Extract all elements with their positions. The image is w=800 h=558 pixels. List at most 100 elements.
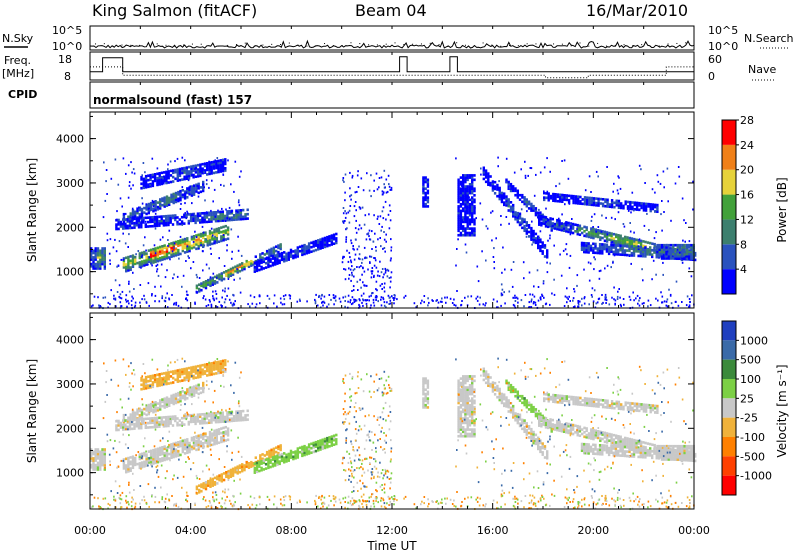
velocity-cell — [213, 430, 215, 433]
power-cell — [503, 192, 505, 195]
power-cell — [147, 264, 149, 266]
power-cell — [631, 201, 633, 204]
power-cell — [590, 263, 592, 265]
power-cell — [606, 166, 608, 168]
power-cell — [572, 232, 574, 235]
velocity-cell — [209, 435, 211, 438]
power-ground-cell — [284, 298, 286, 300]
power-ground-cell — [126, 294, 128, 296]
power-cell — [681, 248, 683, 251]
power-cell — [97, 250, 99, 253]
power-cell — [610, 244, 612, 247]
power-cell — [545, 225, 547, 228]
velocity-cell — [147, 375, 149, 378]
power-cell — [511, 269, 513, 271]
velocity-cell — [319, 448, 321, 451]
power-cell — [581, 248, 583, 251]
power-cell — [588, 231, 590, 234]
freq-panel: 18 8 60 0 Freq. [MHz] Nave — [2, 52, 776, 83]
power-cell — [679, 248, 681, 251]
power-cell — [633, 209, 635, 211]
velocity-cell — [140, 427, 142, 430]
power-cell — [667, 200, 669, 202]
power-cell — [662, 274, 664, 276]
power-ground-cell — [165, 300, 167, 302]
power-cell — [186, 217, 188, 219]
power-cell — [568, 199, 570, 202]
velocity-cell — [519, 414, 521, 417]
power-cell — [324, 237, 326, 240]
power-ground-cell — [540, 296, 542, 298]
power-cell — [553, 245, 555, 247]
power-cell — [540, 222, 542, 225]
power-cell — [154, 286, 156, 288]
power-cell — [132, 272, 134, 274]
power-cell — [639, 165, 641, 167]
power-ground-cell — [321, 294, 323, 296]
velocity-cell — [163, 416, 165, 419]
power-cell — [238, 250, 240, 252]
power-cell — [194, 231, 196, 233]
power-cell — [354, 259, 356, 261]
power-cell — [455, 265, 457, 267]
velocity-cell — [184, 443, 186, 446]
velocity-cell — [200, 490, 202, 493]
power-cell — [347, 301, 349, 303]
velocity-cell — [166, 456, 168, 459]
velocity-cell — [198, 484, 200, 487]
power-cell — [527, 175, 529, 177]
power-cell — [577, 224, 579, 227]
power-cell — [211, 228, 213, 230]
noise-dot — [430, 43, 431, 44]
power-cell — [382, 248, 384, 250]
power-cell — [375, 259, 377, 261]
power-cell — [480, 168, 482, 170]
velocity-cell — [179, 454, 181, 457]
power-cell — [684, 241, 686, 243]
power-ground-cell — [208, 304, 210, 306]
power-cell — [184, 202, 186, 204]
power-cell — [367, 233, 369, 235]
power-cell — [168, 199, 170, 202]
velocity-cell — [164, 445, 166, 448]
noise-dot — [641, 44, 642, 45]
power-cell — [200, 282, 202, 285]
power-cell — [457, 205, 459, 208]
power-cell — [310, 242, 312, 245]
power-cell — [206, 183, 208, 185]
velocity-cell — [157, 448, 159, 451]
power-ground-cell — [362, 298, 364, 300]
power-cell — [326, 236, 328, 239]
power-cell — [125, 242, 127, 244]
power-cell — [572, 223, 574, 226]
power-cell — [200, 191, 202, 194]
power-ground-cell — [333, 294, 335, 296]
power-cell — [544, 166, 546, 168]
noise-dot — [544, 44, 545, 45]
power-cell — [478, 280, 480, 282]
power-cell — [176, 221, 178, 224]
power-ground-cell — [355, 300, 357, 302]
power-colorbar-label: Power [dB] — [775, 177, 789, 242]
power-cell — [669, 251, 671, 253]
power-cell — [166, 255, 168, 258]
power-cell — [132, 184, 134, 186]
power-cell — [204, 245, 206, 247]
power-cell — [107, 239, 109, 241]
power-cell — [117, 219, 119, 222]
power-ground-cell — [340, 301, 342, 303]
power-cell — [592, 226, 594, 228]
power-ground-cell — [572, 300, 574, 302]
power-cell — [510, 206, 512, 209]
power-ground-cell — [567, 298, 569, 300]
power-cell — [359, 253, 361, 255]
power-cell — [385, 272, 387, 274]
colorbar-tick-label: 8 — [740, 238, 747, 251]
velocity-cell — [190, 366, 192, 369]
cpid-panel: CPID normalsound (fast) 157 — [8, 82, 694, 108]
power-cell — [534, 239, 536, 241]
power-cell — [595, 231, 597, 233]
power-cell — [604, 205, 606, 208]
power-cell — [104, 247, 106, 250]
